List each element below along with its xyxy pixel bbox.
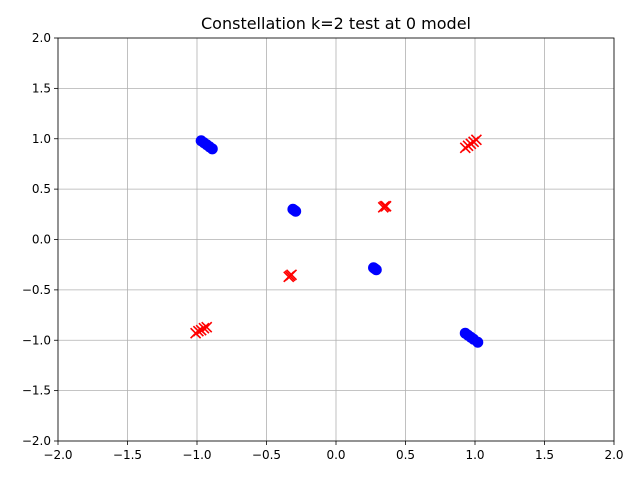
- grid-lines: [57, 37, 615, 442]
- y-tick-label: −2.0: [22, 434, 51, 448]
- x-tick-label: −1.0: [182, 448, 211, 462]
- x-tick-label: 1.5: [535, 448, 554, 462]
- x-point: [201, 321, 213, 333]
- y-tick-label: 0.0: [32, 233, 51, 247]
- y-tick-label: −1.5: [22, 384, 51, 398]
- y-tick-label: −0.5: [22, 283, 51, 297]
- x-tick-label: 2.0: [604, 448, 623, 462]
- y-tick-label: 1.0: [32, 132, 51, 146]
- red-x-series: [190, 134, 482, 339]
- x-tick-label: −0.5: [252, 448, 281, 462]
- data-series: [190, 134, 484, 348]
- x-tick-label: −2.0: [43, 448, 72, 462]
- circle-point: [206, 143, 218, 155]
- y-tick-label: 0.5: [32, 182, 51, 196]
- x-tick-label: 0.0: [326, 448, 345, 462]
- blue-circle-series: [195, 135, 484, 348]
- axes: −2.0 −1.5 −1.0 −0.5 0.0 0.5 1.0 1.5 2.0 −2.0 −1.5 −…: [22, 31, 624, 462]
- circle-point: [472, 336, 484, 348]
- x-point: [379, 200, 391, 212]
- x-point: [380, 200, 392, 212]
- y-tick-label: 2.0: [32, 31, 51, 45]
- circle-point: [370, 264, 382, 276]
- y-tick-label: −1.0: [22, 333, 51, 347]
- x-tick-label: 1.0: [465, 448, 484, 462]
- x-point: [198, 322, 210, 334]
- x-point: [192, 325, 204, 337]
- y-tick-label: 1.5: [32, 81, 51, 95]
- chart-title: Constellation k=2 test at 0 model: [201, 14, 471, 33]
- x-tick-label: −1.5: [113, 448, 142, 462]
- x-point: [283, 271, 295, 283]
- x-point: [470, 134, 482, 146]
- circle-point: [290, 205, 302, 217]
- x-tick-label: 0.5: [396, 448, 415, 462]
